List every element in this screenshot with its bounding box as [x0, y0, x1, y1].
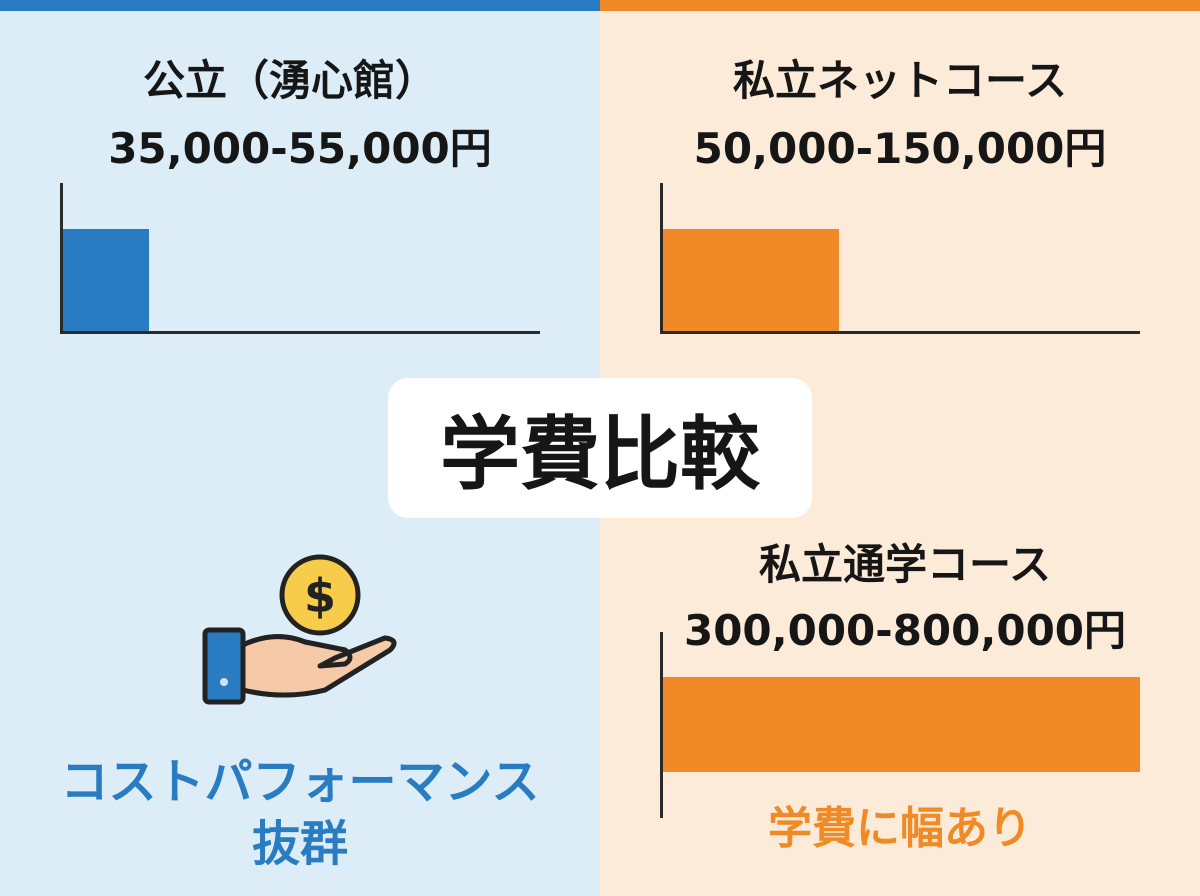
chart3-bar [663, 677, 1140, 772]
chart2-range: 50,000-150,000円 [693, 124, 1107, 173]
chart1-bar [63, 229, 149, 331]
top-bar-blue [0, 0, 600, 11]
hand-holding-coin-icon: $ [202, 554, 397, 705]
left-caption-line2: 抜群 [251, 816, 349, 872]
chart2-x-axis [660, 331, 1140, 334]
chart1-range: 35,000-55,000円 [108, 124, 492, 173]
left-caption-line1: コストパフォーマンス [60, 754, 540, 810]
chart2-y-axis [660, 183, 663, 334]
chart1-y-axis [60, 183, 63, 334]
chart1-title: 公立（湧心館） [142, 56, 438, 105]
chart3-range: 300,000-800,000円 [683, 606, 1127, 655]
chart2-bar [663, 229, 840, 331]
right-caption: 学費に幅あり [768, 803, 1032, 854]
chart3-title: 私立通学コース [759, 540, 1051, 589]
center-title: 学費比較 [388, 378, 812, 518]
svg-text:$: $ [304, 569, 336, 623]
chart3-y-axis [660, 632, 663, 818]
chart2-title: 私立ネットコース [733, 56, 1067, 105]
chart1-x-axis [60, 331, 540, 334]
top-bar-orange [600, 0, 1200, 11]
